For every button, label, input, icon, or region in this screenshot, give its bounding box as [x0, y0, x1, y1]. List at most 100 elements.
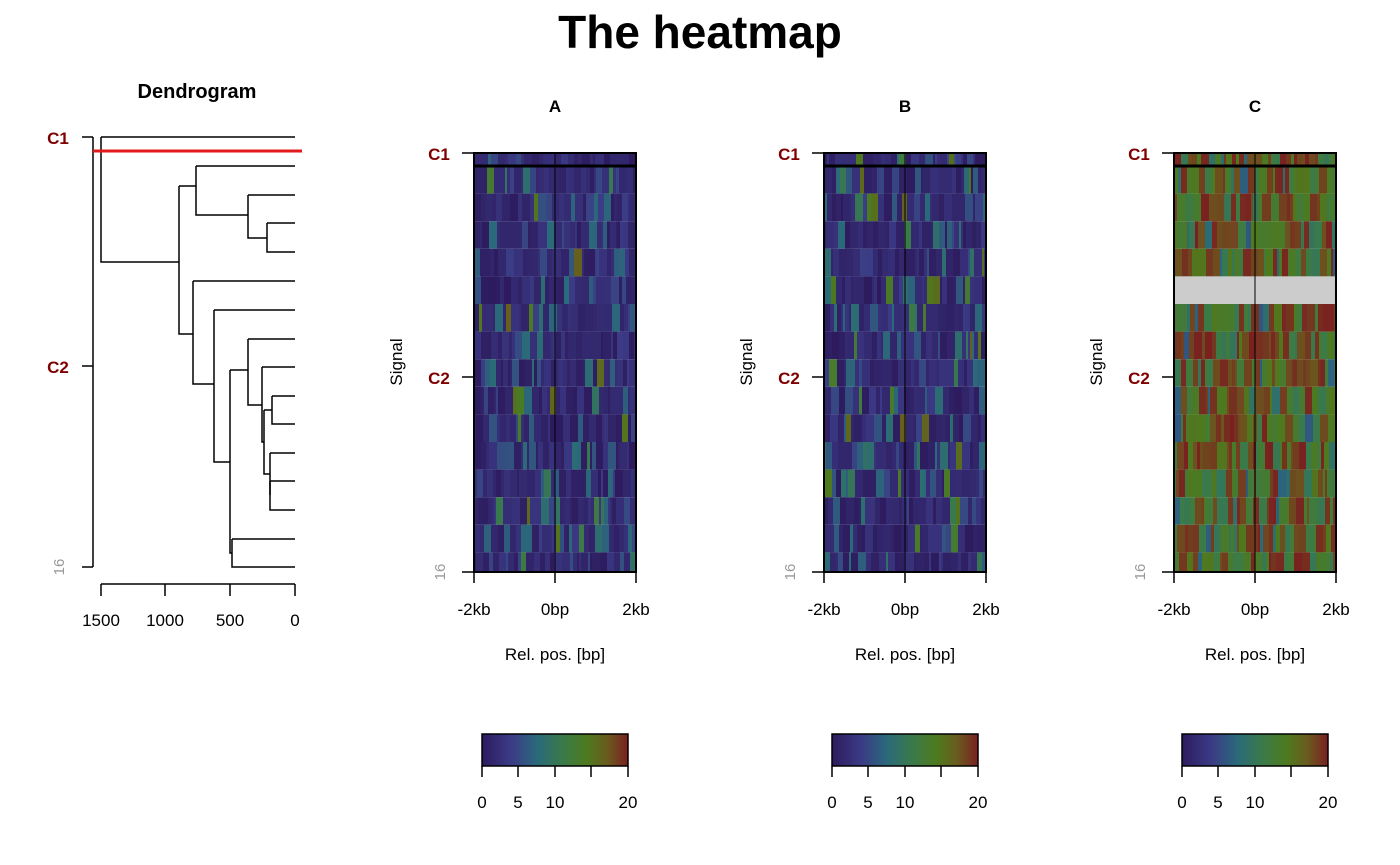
heatmap-cell [1222, 552, 1229, 572]
heatmap-cell [1190, 497, 1196, 525]
heatmap-cell [841, 469, 847, 498]
heatmap-cell [826, 221, 835, 249]
heatmap-cell [615, 359, 618, 387]
heatmap-cell [1232, 469, 1235, 498]
heatmap-cell [944, 193, 947, 222]
heatmap-cell [552, 248, 557, 277]
heatmap-cell [888, 304, 893, 332]
heatmap-cell [516, 153, 522, 166]
heatmap-cell [1314, 524, 1317, 553]
heatmap-cell [837, 359, 845, 387]
heatmap-cell [589, 221, 598, 249]
heatmap-cell [550, 524, 553, 553]
heatmap-cell [550, 386, 557, 415]
heatmap-cell [594, 193, 599, 222]
heatmap-cell [939, 359, 947, 387]
heatmap-cell [1273, 166, 1276, 194]
heatmap-cell [1304, 469, 1313, 498]
heatmap-cell [483, 248, 491, 277]
heatmap-cell [544, 166, 550, 194]
heatmap-cell [913, 497, 919, 525]
heatmap-cell [552, 193, 560, 222]
heatmap-cell [837, 304, 842, 332]
heatmap-cell [1274, 221, 1283, 249]
heatmap-cell [1221, 414, 1225, 442]
heatmap-cell [564, 221, 571, 249]
heatmap-cell [1262, 414, 1268, 442]
heatmap-cell [572, 442, 578, 470]
heatmap-cell [1299, 442, 1307, 470]
row-count-label: 16 [782, 564, 799, 581]
heatmap-cell [886, 497, 894, 525]
heatmap-cell [622, 193, 629, 222]
heatmap-cell [599, 386, 605, 415]
heatmap-cell [824, 359, 830, 387]
heatmap-cell [550, 414, 556, 442]
heatmap-cell [899, 248, 905, 277]
heatmap-cell [1269, 193, 1272, 222]
heatmap-cell [541, 414, 549, 442]
heatmap-cell [1301, 248, 1307, 277]
heatmap-cell [975, 304, 983, 332]
heatmap-cell [1277, 248, 1280, 277]
heatmap-cell [1310, 552, 1318, 572]
heatmap-cell [853, 524, 858, 553]
heatmap-cell [978, 524, 982, 553]
heatmap-cell [843, 524, 851, 553]
heatmap-cell [923, 304, 927, 332]
heatmap-cell [479, 552, 484, 572]
x-tick-label: 2kb [1322, 600, 1349, 619]
heatmap-cell [1323, 304, 1331, 332]
heatmap-cell [940, 497, 943, 525]
row-count-label: 16 [432, 564, 449, 581]
heatmap-cell [586, 193, 595, 222]
heatmap-cell [630, 552, 637, 572]
heatmap-cell [882, 414, 887, 442]
x-axis-label: Rel. pos. [bp] [1205, 645, 1305, 664]
heatmap-cell [1247, 153, 1256, 166]
heatmap-cell [1304, 166, 1311, 194]
heatmap-cell [1213, 497, 1218, 525]
heatmap-cell [1295, 331, 1298, 360]
heatmap-cell [925, 386, 928, 415]
heatmap-cell [557, 304, 563, 332]
heatmap-cell [593, 276, 597, 304]
heatmap-cell [841, 153, 849, 166]
heatmap-cell [879, 552, 887, 572]
heatmap-cell [908, 386, 911, 415]
heatmap-cell [474, 442, 482, 470]
heatmap-cell [1269, 524, 1274, 553]
heatmap-cell [1315, 304, 1319, 332]
heatmap-cell [846, 166, 853, 194]
heatmap-cell [963, 304, 966, 332]
heatmap-cell [557, 276, 565, 304]
heatmap-cell [959, 193, 966, 222]
colorbar-tick-label: 0 [477, 793, 486, 812]
heatmap-cell [566, 469, 572, 498]
heatmap-cell [508, 221, 517, 249]
x-tick-label: -2kb [457, 600, 490, 619]
heatmap-cell [589, 276, 594, 304]
heatmap-cell [843, 304, 846, 332]
heatmap-cell [911, 221, 920, 249]
heatmap-cell [595, 524, 603, 553]
heatmap-cell [611, 248, 615, 277]
heatmap-cell [1185, 221, 1188, 249]
heatmap-cell [629, 442, 637, 470]
heatmap-cell [897, 331, 902, 360]
heatmap-cell [976, 469, 980, 498]
heatmap-cell [909, 552, 915, 572]
heatmap-cell [544, 469, 552, 498]
heatmap-cell [919, 153, 926, 166]
heatmap-cell [1278, 469, 1287, 498]
heatmap-cell [520, 276, 523, 304]
heatmap-cell [942, 524, 947, 553]
heatmap-cell [1187, 193, 1190, 222]
heatmap-cell [878, 304, 883, 332]
heatmap-cell [915, 276, 923, 304]
heatmap-cell [505, 386, 514, 415]
heatmap-cell [1200, 248, 1207, 277]
heatmap-cell [931, 414, 937, 442]
heatmap-cell [942, 469, 945, 498]
heatmap-cell [477, 469, 484, 498]
